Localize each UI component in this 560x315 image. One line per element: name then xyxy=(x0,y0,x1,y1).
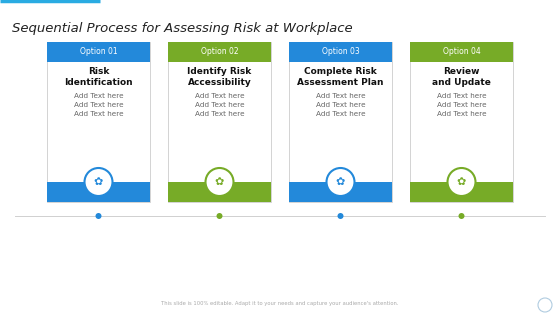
Bar xyxy=(289,42,392,202)
Text: Add Text here: Add Text here xyxy=(437,93,486,99)
Circle shape xyxy=(206,168,234,196)
Bar xyxy=(47,42,150,62)
Text: ✿: ✿ xyxy=(336,177,345,187)
Bar xyxy=(289,182,392,202)
Bar xyxy=(168,42,271,62)
Text: Risk
Identification: Risk Identification xyxy=(64,67,133,88)
Text: Add Text here: Add Text here xyxy=(195,102,244,108)
Circle shape xyxy=(326,168,354,196)
Text: Add Text here: Add Text here xyxy=(437,111,486,117)
Text: Complete Risk
Assessment Plan: Complete Risk Assessment Plan xyxy=(297,67,384,88)
Bar xyxy=(168,182,271,202)
Text: Add Text here: Add Text here xyxy=(74,102,123,108)
Circle shape xyxy=(217,213,222,219)
Bar xyxy=(410,42,513,62)
Text: Identify Risk
Accessibility: Identify Risk Accessibility xyxy=(188,67,251,88)
Bar xyxy=(410,42,513,202)
Text: Sequential Process for Assessing Risk at Workplace: Sequential Process for Assessing Risk at… xyxy=(12,22,353,35)
Circle shape xyxy=(447,168,475,196)
Circle shape xyxy=(338,213,343,219)
Text: Add Text here: Add Text here xyxy=(316,111,365,117)
Text: ✿: ✿ xyxy=(457,177,466,187)
Text: Add Text here: Add Text here xyxy=(195,93,244,99)
Bar xyxy=(47,42,150,202)
Text: Option 01: Option 01 xyxy=(80,48,117,56)
Text: Add Text here: Add Text here xyxy=(74,111,123,117)
Circle shape xyxy=(459,213,464,219)
Bar xyxy=(168,42,271,202)
Text: Add Text here: Add Text here xyxy=(195,111,244,117)
Text: Option 04: Option 04 xyxy=(442,48,480,56)
Bar xyxy=(289,42,392,62)
Text: This slide is 100% editable. Adapt it to your needs and capture your audience's : This slide is 100% editable. Adapt it to… xyxy=(161,301,399,306)
Text: ✿: ✿ xyxy=(215,177,224,187)
Text: Add Text here: Add Text here xyxy=(74,93,123,99)
Circle shape xyxy=(96,213,101,219)
Text: Add Text here: Add Text here xyxy=(437,102,486,108)
Text: Option 03: Option 03 xyxy=(321,48,360,56)
Text: Option 02: Option 02 xyxy=(200,48,239,56)
Text: ✿: ✿ xyxy=(94,177,103,187)
Bar xyxy=(47,182,150,202)
Text: Add Text here: Add Text here xyxy=(316,102,365,108)
Circle shape xyxy=(85,168,113,196)
Text: Add Text here: Add Text here xyxy=(316,93,365,99)
Text: Review
and Update: Review and Update xyxy=(432,67,491,88)
Bar xyxy=(410,182,513,202)
